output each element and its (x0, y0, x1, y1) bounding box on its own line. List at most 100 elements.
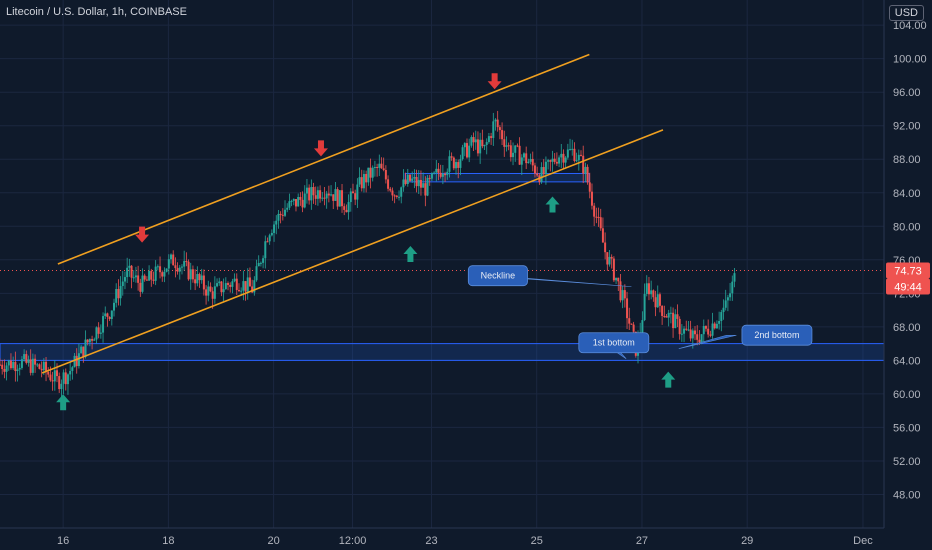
candle (707, 319, 710, 338)
arrow-down-icon (313, 140, 328, 157)
candle-body (137, 275, 140, 283)
candle-body (709, 334, 712, 336)
candle-body (487, 136, 490, 143)
candle (53, 360, 56, 391)
candle (582, 145, 585, 184)
candle-body (593, 205, 596, 217)
candle (80, 344, 83, 354)
candle-body (231, 281, 234, 287)
candle (413, 169, 416, 189)
candle (595, 207, 598, 224)
candle-body (163, 271, 166, 277)
candle (117, 279, 120, 306)
candle-body (696, 334, 699, 340)
candle-body (49, 374, 52, 381)
candle-body (382, 168, 385, 171)
candle-body (729, 293, 732, 298)
candle (97, 322, 100, 339)
candle-body (308, 187, 311, 201)
candle (349, 188, 352, 212)
candle (255, 259, 258, 282)
candle (672, 307, 675, 338)
candle (531, 151, 534, 172)
candle-body (433, 172, 436, 174)
candle-body (121, 281, 124, 287)
candle-body (323, 197, 326, 199)
candle (380, 157, 383, 169)
y-tick-label: 52.00 (893, 456, 921, 468)
candle-body (650, 290, 653, 295)
candle (244, 281, 247, 301)
candle (314, 186, 317, 206)
candle-body (237, 289, 240, 292)
candle-body (36, 364, 39, 366)
candle-body (301, 199, 304, 208)
candle (398, 190, 401, 201)
channel-upper-line (57, 53, 590, 265)
candle (167, 254, 170, 275)
candle-body (465, 143, 468, 158)
candle-body (213, 286, 216, 299)
candle (191, 265, 194, 283)
candle-body (172, 254, 175, 266)
candle-body (16, 369, 19, 372)
candle-body (652, 290, 655, 298)
candle (722, 299, 725, 320)
candle-body (338, 190, 341, 207)
candle (183, 250, 186, 271)
arrow-up-icon (403, 245, 418, 262)
candle-body (694, 330, 697, 335)
candle-body (527, 161, 530, 164)
candle-body (476, 139, 479, 154)
candle (211, 287, 214, 309)
y-tick-label: 80.00 (893, 221, 921, 233)
candle (518, 137, 521, 165)
candle-body (468, 145, 471, 158)
candle-body (483, 144, 486, 147)
candle-body (45, 361, 48, 372)
candle (393, 194, 396, 204)
candle (433, 171, 436, 175)
candle (218, 277, 221, 286)
y-tick-label: 88.00 (893, 154, 921, 166)
candle (341, 184, 344, 213)
candle-body (470, 137, 473, 146)
candle (470, 135, 473, 148)
candle (71, 365, 74, 380)
x-tick-label: 20 (267, 535, 279, 547)
candle-body (347, 202, 350, 213)
candle (547, 158, 550, 170)
candle (536, 166, 539, 177)
candle-body (277, 213, 280, 221)
candle-body (536, 173, 539, 176)
callout-box (578, 332, 650, 354)
candle-body (123, 277, 126, 282)
candle (237, 283, 240, 293)
candle (69, 361, 72, 381)
currency-button[interactable]: USD (888, 5, 924, 21)
x-tick-label: Dec (853, 535, 873, 547)
candle-body (319, 190, 322, 199)
candle-body (3, 369, 6, 372)
candle (58, 372, 61, 393)
candle-body (582, 155, 585, 174)
candle-body (161, 272, 164, 277)
candle (558, 155, 561, 168)
candle-body (683, 328, 686, 334)
candle (0, 358, 1, 367)
candle (580, 150, 583, 157)
candle-body (393, 195, 396, 197)
candle (448, 150, 451, 178)
candle-body (253, 280, 256, 293)
candle-body (522, 153, 525, 158)
candle (172, 250, 175, 266)
candle-body (507, 145, 510, 147)
candle-body (99, 332, 102, 334)
y-tick-label: 64.00 (893, 355, 921, 367)
candle-body (9, 360, 12, 369)
candle (229, 282, 232, 293)
candle (588, 172, 591, 199)
candle-body (509, 145, 512, 158)
